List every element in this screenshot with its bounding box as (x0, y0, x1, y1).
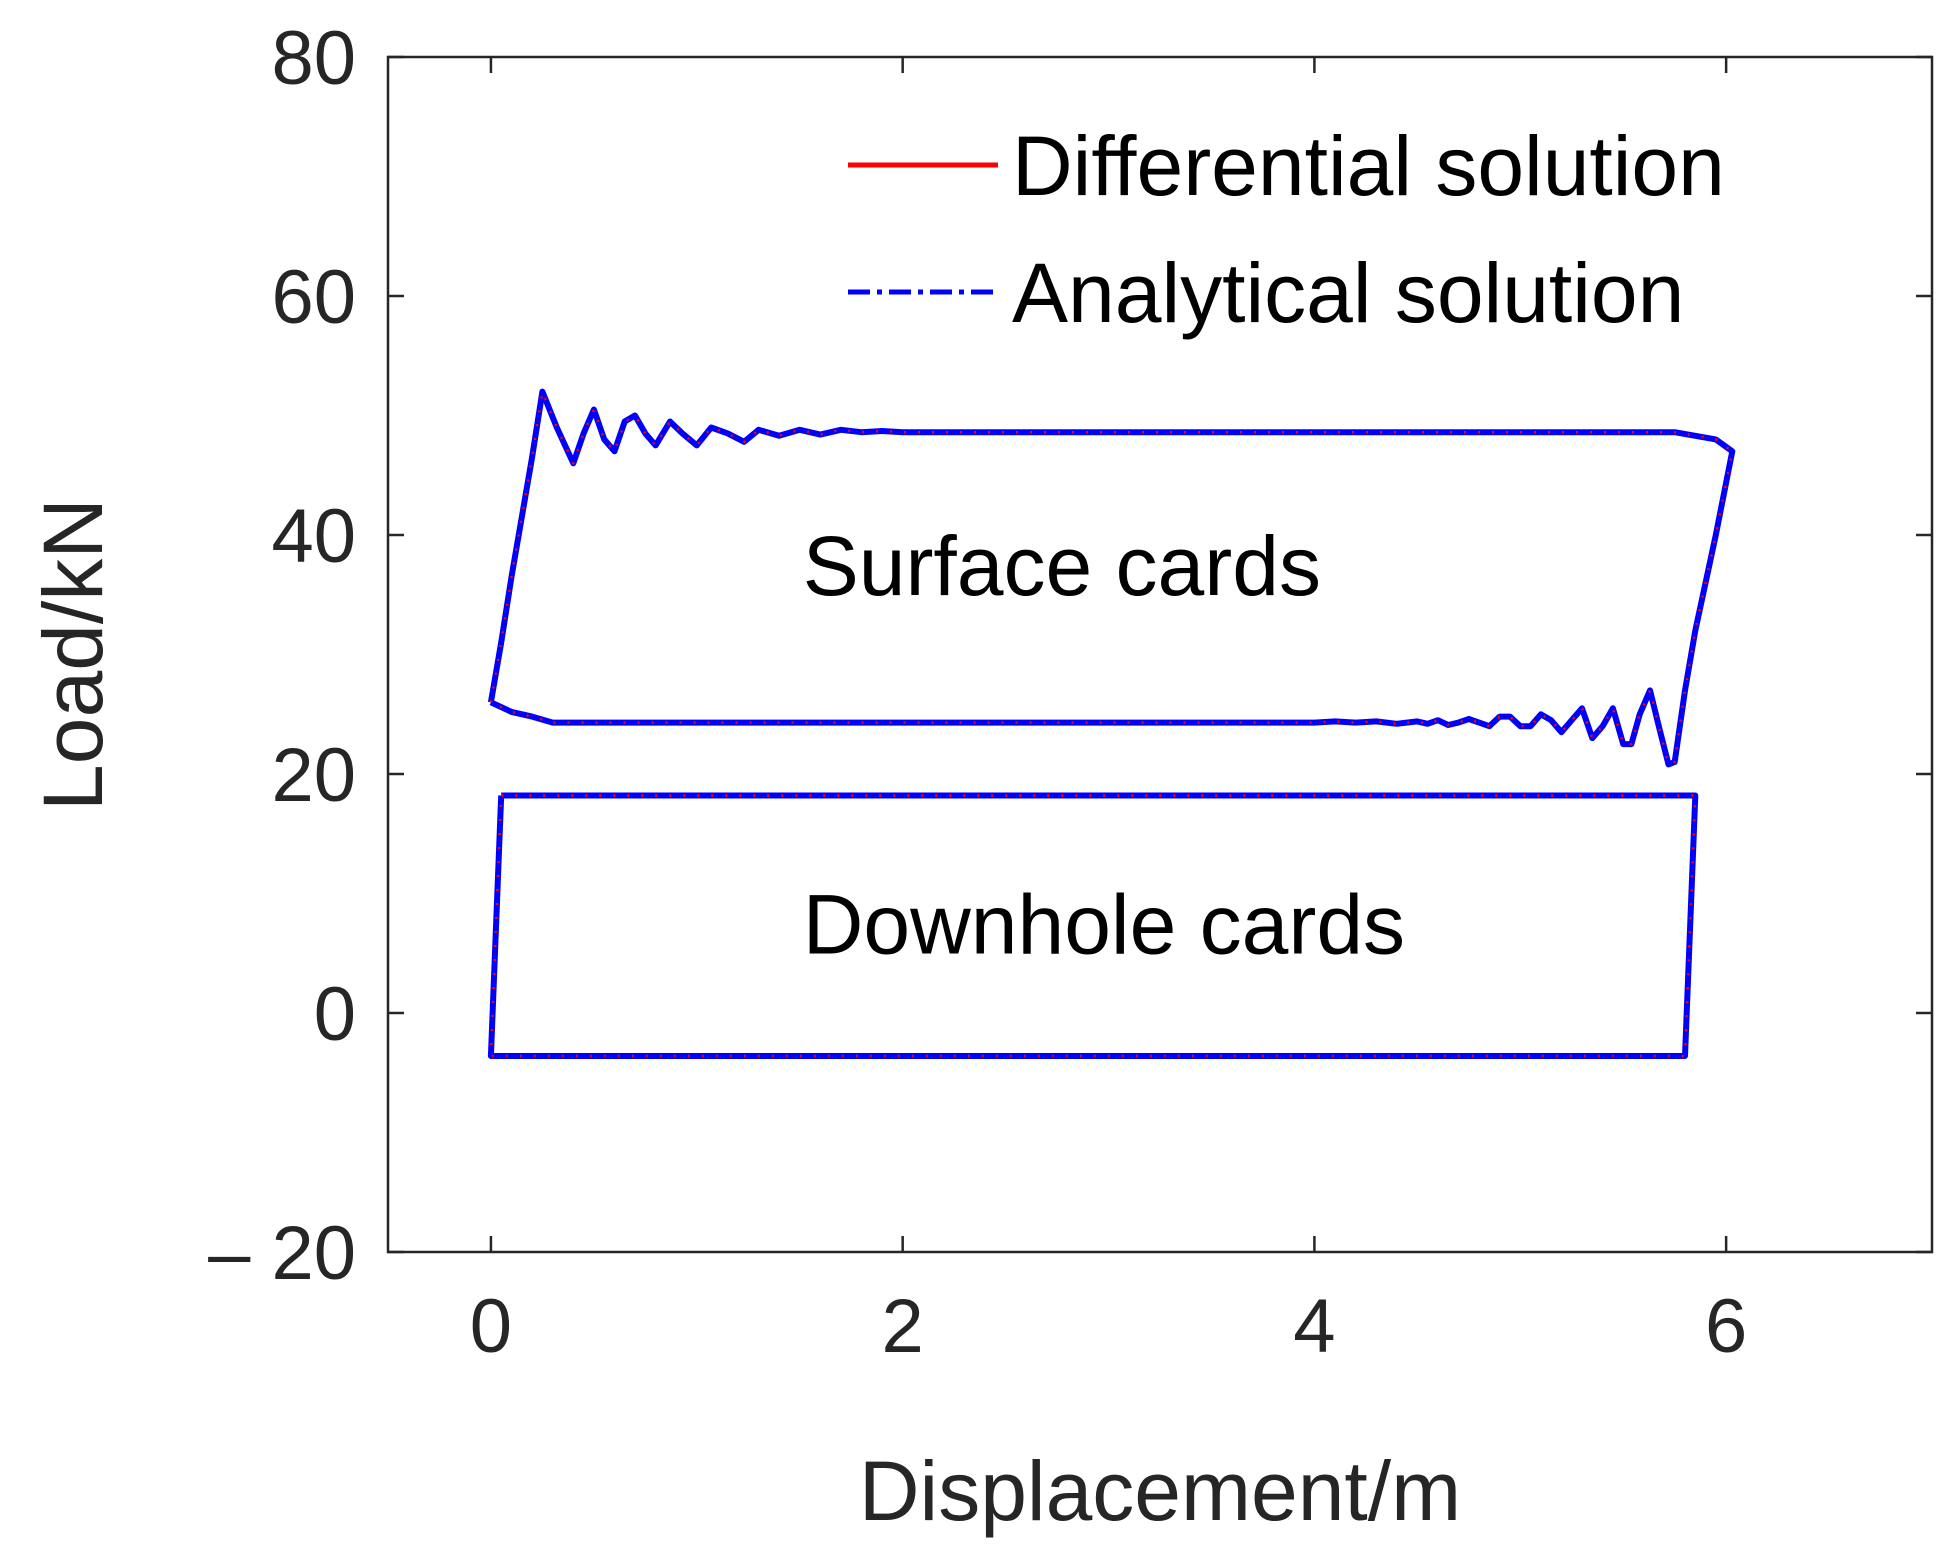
y-tick-label-1: 0 (314, 972, 356, 1057)
y-tick-label-2: 20 (271, 733, 356, 818)
legend-label-differential: Differential solution (1012, 119, 1725, 213)
x-tick-label-3: 6 (1705, 1284, 1747, 1369)
legend: Differential solution Analytical solutio… (848, 119, 1725, 340)
annotation-downhole-cards: Downhole cards (803, 877, 1405, 971)
x-tick-label-0: 0 (470, 1284, 512, 1369)
legend-label-analytical: Analytical solution (1012, 246, 1684, 340)
y-tick-label-4: 60 (271, 255, 356, 340)
y-tick-label-5: 80 (271, 16, 356, 101)
tick-labels: 0 2 4 6 – 20 0 20 40 60 80 (208, 16, 1747, 1369)
x-tick-label-1: 2 (882, 1284, 924, 1369)
y-axis-label: Load/kN (26, 498, 120, 811)
y-tick-label-3: 40 (271, 494, 356, 579)
x-tick-label-2: 4 (1293, 1284, 1335, 1369)
data-curves (487, 388, 1736, 1059)
downhole-card-analytical-line (487, 792, 1699, 1059)
plot-frame (386, 55, 1934, 1254)
x-axis-label: Displacement/m (859, 1444, 1461, 1538)
y-tick-label-0: – 20 (208, 1211, 356, 1296)
surface-card-analytical-line (487, 388, 1736, 768)
axis-ticks (388, 55, 1932, 1254)
annotation-surface-cards: Surface cards (803, 519, 1321, 613)
annotations: Surface cards Downhole cards (803, 519, 1405, 972)
